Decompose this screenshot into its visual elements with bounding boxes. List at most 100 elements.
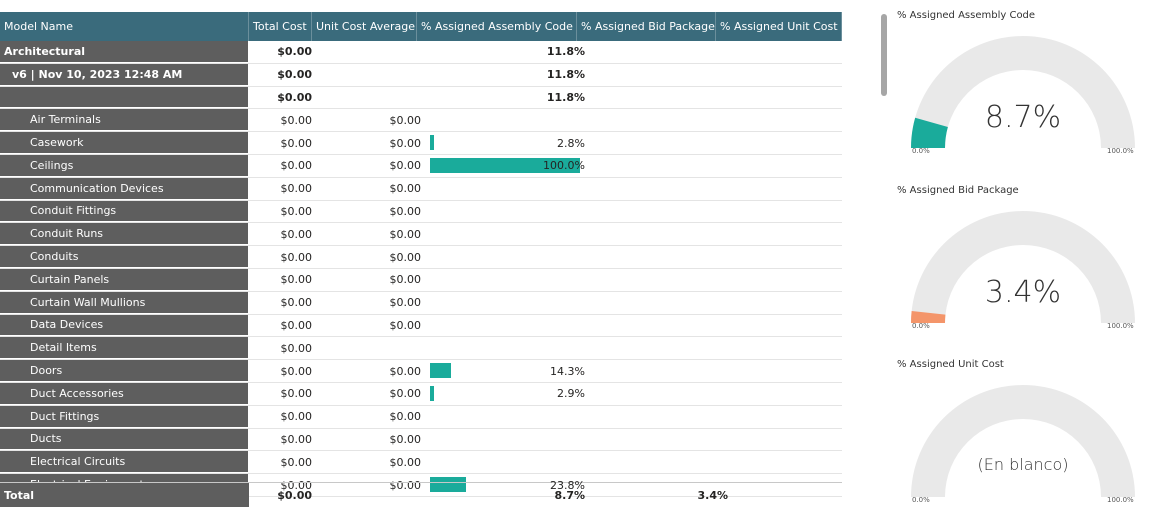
group-row-total: $0.00 <box>277 90 312 104</box>
row-name: Detail Items <box>0 337 249 360</box>
row-assembly-cell <box>425 292 589 314</box>
gauge-title: % Assigned Assembly Code <box>897 10 1036 21</box>
group-row[interactable]: Architectural $0.00 11.8% <box>0 41 842 64</box>
group-row-assembly: 11.8% <box>546 45 585 59</box>
column-header-unit-cost[interactable]: % Assigned Unit Cost <box>716 12 842 41</box>
row-name: Communication Devices <box>0 177 249 200</box>
total-cost-value: $0.00 <box>277 488 312 502</box>
row-total-cost: $0.00 <box>280 296 313 310</box>
row-assembly-cell <box>425 429 589 451</box>
row-assembly-value: 2.8% <box>557 136 585 150</box>
row-assembly-cell <box>425 337 589 359</box>
row-assembly-cell <box>425 315 589 337</box>
data-bar <box>430 385 435 401</box>
row-name: Curtain Wall Mullions <box>0 291 249 314</box>
row-assembly-cell <box>425 178 589 200</box>
row-assembly-value: 100.0% <box>543 159 585 173</box>
row-unit-cost: $0.00 <box>389 296 422 310</box>
table-body: Architectural $0.00 11.8% v6 | Nov 10, 2023… <box>0 41 842 497</box>
row-name: Data Devices <box>0 314 249 337</box>
data-table: Model Name Total Cost Unit Cost Average … <box>0 12 842 497</box>
group-row-assembly: 11.8% <box>546 68 585 82</box>
table-row[interactable]: Curtain Panels $0.00 $0.00 <box>0 268 842 292</box>
gauge-value: 3.4% <box>984 275 1062 310</box>
table-row[interactable]: Conduits $0.00 $0.00 <box>0 246 842 269</box>
row-total-cost: $0.00 <box>280 250 313 264</box>
row-unit-cost: $0.00 <box>389 113 422 127</box>
column-header-total-cost[interactable]: Total Cost <box>249 12 312 41</box>
table-row[interactable]: Duct Accessories $0.00 $0.00 2.9% <box>0 382 842 406</box>
row-name: Duct Fittings <box>0 405 249 428</box>
row-assembly-cell: 100.0% <box>425 155 589 177</box>
table-row[interactable]: Ceilings $0.00 $0.00 100.0% <box>0 154 842 178</box>
gauge-card: % Assigned Assembly Code 8.7% 0.0% 100.0% <box>897 10 1147 170</box>
row-total-cost: $0.00 <box>280 273 313 287</box>
row-assembly-cell <box>425 406 589 428</box>
row-name: Conduit Runs <box>0 223 249 246</box>
group-row[interactable]: v6 | Nov 10, 2023 12:48 AM $0.00 11.8% <box>0 63 842 87</box>
row-total-cost: $0.00 <box>280 341 313 355</box>
total-row: Total $0.00 8.7% 3.4% <box>0 482 842 507</box>
row-assembly-value: 14.3% <box>550 364 585 378</box>
row-assembly-cell: 2.8% <box>425 132 589 154</box>
column-header-model-name[interactable]: Model Name <box>0 12 249 41</box>
row-total-cost: $0.00 <box>280 455 313 469</box>
row-unit-cost: $0.00 <box>389 410 422 424</box>
table-row[interactable]: Conduit Runs $0.00 $0.00 <box>0 223 842 247</box>
gauge-fill <box>911 311 946 323</box>
row-unit-cost: $0.00 <box>389 273 422 287</box>
table-row[interactable]: Air Terminals $0.00 $0.00 <box>0 109 842 133</box>
row-unit-cost: $0.00 <box>389 364 422 378</box>
gauge-track <box>911 36 1135 148</box>
table-row[interactable]: Conduit Fittings $0.00 $0.00 <box>0 200 842 224</box>
group-row-assembly: 11.8% <box>546 90 585 104</box>
gauge-value: 8.7% <box>984 100 1062 135</box>
row-unit-cost: $0.00 <box>389 478 422 492</box>
table-row[interactable]: Electrical Circuits $0.00 $0.00 <box>0 451 842 475</box>
row-name: Electrical Circuits <box>0 451 249 474</box>
group-row[interactable]: $0.00 11.8% <box>0 86 842 110</box>
vertical-scrollbar[interactable] <box>881 14 887 96</box>
table-row[interactable]: Casework $0.00 $0.00 2.8% <box>0 132 842 155</box>
row-name: Duct Accessories <box>0 382 249 405</box>
row-unit-cost: $0.00 <box>389 387 422 401</box>
gauge-min-label: 0.0% <box>912 496 930 504</box>
row-total-cost: $0.00 <box>280 113 313 127</box>
total-label: Total <box>0 483 249 507</box>
table-row[interactable]: Communication Devices $0.00 $0.00 <box>0 177 842 201</box>
gauge-card: % Assigned Unit Cost (En blanco) 0.0% 100.0… <box>897 359 1147 519</box>
row-name: Curtain Panels <box>0 268 249 291</box>
row-name: Air Terminals <box>0 109 249 132</box>
row-total-cost: $0.00 <box>280 159 313 173</box>
group-row-total: $0.00 <box>277 68 312 82</box>
row-assembly-cell <box>425 223 589 245</box>
group-row-name <box>0 86 249 109</box>
data-bar <box>430 135 435 151</box>
row-total-cost: $0.00 <box>280 387 313 401</box>
gauge-max-label: 100.0% <box>1107 147 1134 155</box>
row-assembly-cell <box>425 246 589 268</box>
row-total-cost: $0.00 <box>280 204 313 218</box>
table-row[interactable]: Detail Items $0.00 <box>0 337 842 361</box>
gauge-min-label: 0.0% <box>912 322 930 330</box>
table-row[interactable]: Curtain Wall Mullions $0.00 $0.00 <box>0 291 842 315</box>
gauge-card: % Assigned Bid Package 3.4% 0.0% 100.0% <box>897 185 1147 345</box>
data-bar <box>430 157 580 173</box>
table-row[interactable]: Duct Fittings $0.00 $0.00 <box>0 405 842 429</box>
row-total-cost: $0.00 <box>280 182 313 196</box>
row-name: Conduits <box>0 246 249 268</box>
column-header-bid-package[interactable]: % Assigned Bid Package <box>577 12 716 41</box>
row-total-cost: $0.00 <box>280 410 313 424</box>
row-assembly-value: 2.9% <box>557 387 585 401</box>
group-row-name: Architectural <box>0 41 249 63</box>
gauge-max-label: 100.0% <box>1107 322 1134 330</box>
table-row[interactable]: Doors $0.00 $0.00 14.3% <box>0 360 842 383</box>
row-name: Casework <box>0 132 249 154</box>
gauge-value: (En blanco) <box>977 455 1069 474</box>
gauge-track <box>911 211 1135 323</box>
group-row-total: $0.00 <box>277 45 312 59</box>
column-header-assembly-code[interactable]: % Assigned Assembly Code <box>417 12 577 41</box>
column-header-unit-cost-average[interactable]: Unit Cost Average <box>312 12 417 41</box>
table-row[interactable]: Ducts $0.00 $0.00 <box>0 428 842 452</box>
table-row[interactable]: Data Devices $0.00 $0.00 <box>0 314 842 338</box>
